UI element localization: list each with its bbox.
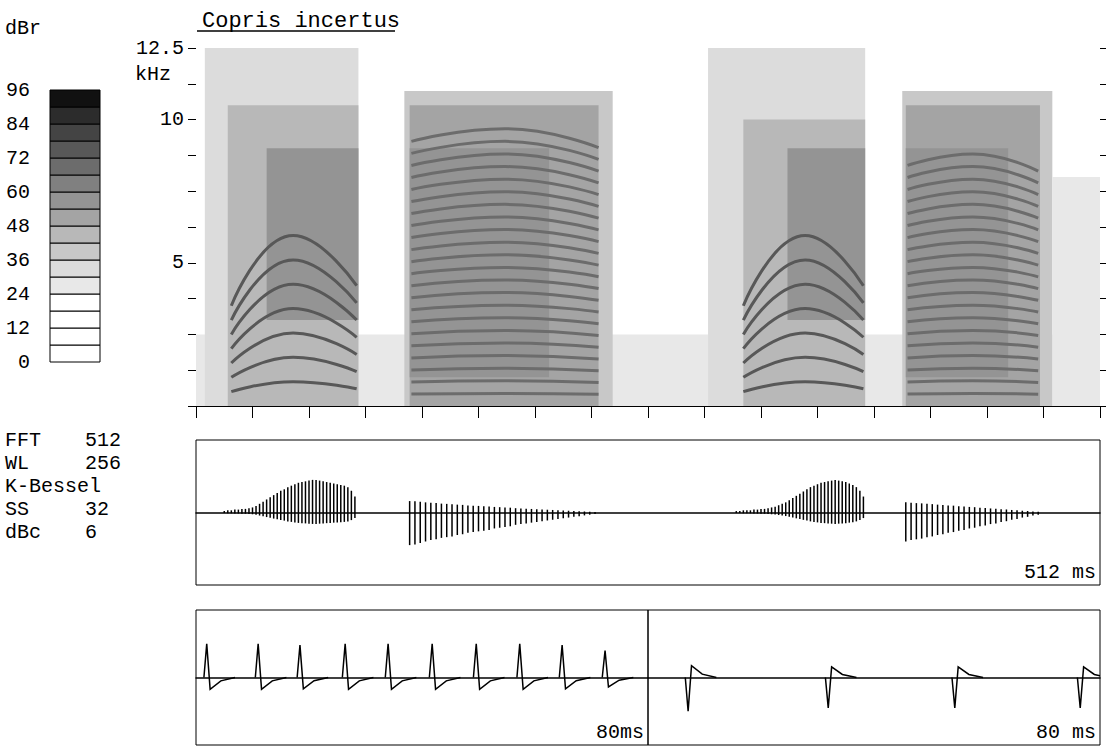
svg-text:K-Bessel: K-Bessel bbox=[5, 475, 101, 498]
svg-text:12.5: 12.5 bbox=[136, 37, 184, 60]
svg-text:SS: SS bbox=[5, 498, 29, 521]
svg-text:36: 36 bbox=[6, 249, 30, 272]
svg-text:48: 48 bbox=[6, 215, 30, 238]
svg-text:80ms: 80ms bbox=[596, 721, 644, 744]
svg-text:96: 96 bbox=[6, 79, 30, 102]
svg-text:24: 24 bbox=[6, 283, 30, 306]
svg-text:FFT: FFT bbox=[5, 429, 41, 452]
svg-text:10: 10 bbox=[160, 108, 184, 131]
svg-text:12: 12 bbox=[6, 317, 30, 340]
svg-text:dBr: dBr bbox=[5, 17, 41, 40]
svg-text:dBc: dBc bbox=[5, 521, 41, 544]
svg-text:84: 84 bbox=[6, 113, 30, 136]
svg-text:Copris incertus: Copris incertus bbox=[202, 9, 400, 34]
svg-text:32: 32 bbox=[85, 498, 109, 521]
svg-text:kHz: kHz bbox=[135, 63, 171, 86]
svg-text:0: 0 bbox=[18, 351, 30, 374]
svg-text:80 ms: 80 ms bbox=[1036, 721, 1096, 744]
svg-text:72: 72 bbox=[6, 147, 30, 170]
svg-text:60: 60 bbox=[6, 181, 30, 204]
svg-text:512: 512 bbox=[85, 429, 121, 452]
svg-text:256: 256 bbox=[85, 452, 121, 475]
svg-text:512 ms: 512 ms bbox=[1024, 561, 1096, 584]
svg-text:6: 6 bbox=[85, 521, 97, 544]
svg-text:5: 5 bbox=[172, 251, 184, 274]
svg-text:WL: WL bbox=[5, 452, 29, 475]
